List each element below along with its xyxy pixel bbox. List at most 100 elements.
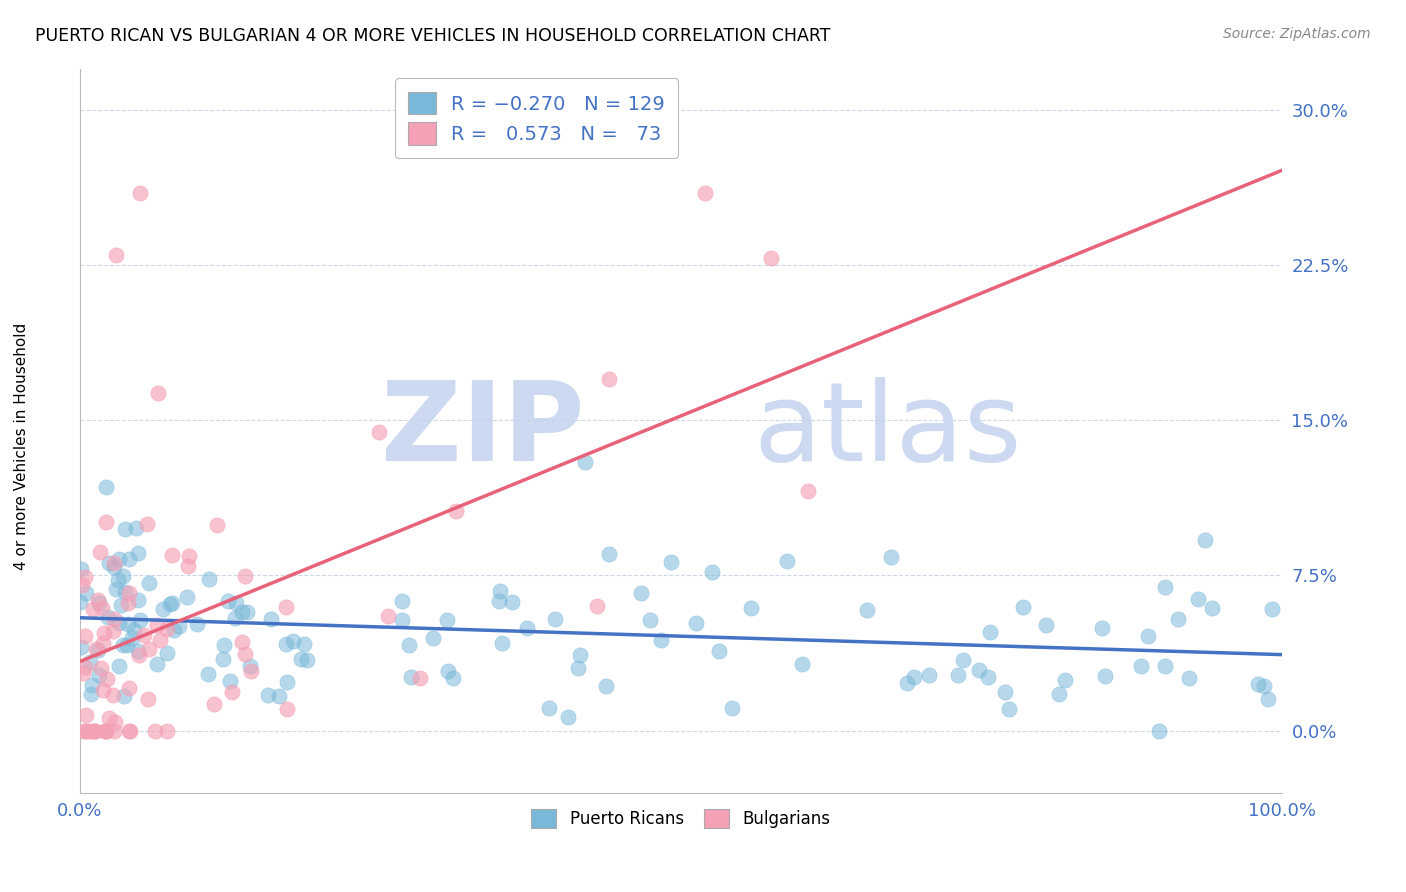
Point — [217, 594, 239, 608]
Point — [391, 613, 413, 627]
Point — [103, 612, 125, 626]
Point — [488, 593, 510, 607]
Point — [1247, 677, 1270, 691]
Point — [401, 670, 423, 684]
Point — [96, 723, 118, 738]
Point — [146, 618, 169, 632]
Point — [91, 683, 114, 698]
Point — [879, 549, 901, 564]
Point — [103, 556, 125, 570]
Point — [89, 545, 111, 559]
Point — [134, 628, 156, 642]
Point — [240, 664, 263, 678]
Point — [98, 711, 121, 725]
Point — [225, 596, 247, 610]
Point — [104, 582, 127, 597]
Point — [685, 616, 707, 631]
Point — [87, 643, 110, 657]
Point — [290, 652, 312, 666]
Point — [630, 586, 652, 600]
Point — [409, 671, 432, 685]
Point — [96, 672, 118, 686]
Point — [70, 640, 93, 654]
Point — [1261, 602, 1284, 616]
Point — [75, 629, 97, 643]
Point — [1178, 671, 1201, 685]
Point — [586, 599, 609, 614]
Point — [197, 667, 219, 681]
Point — [108, 551, 131, 566]
Point — [117, 551, 139, 566]
Point — [977, 670, 1000, 684]
Point — [391, 593, 413, 607]
Point — [231, 605, 253, 619]
Point — [946, 668, 969, 682]
Point — [436, 664, 458, 678]
Point — [114, 522, 136, 536]
Point — [267, 689, 290, 703]
Point — [163, 624, 186, 638]
Point — [112, 689, 135, 703]
Point — [118, 723, 141, 738]
Point — [101, 689, 124, 703]
Point — [93, 626, 115, 640]
Point — [998, 702, 1021, 716]
Point — [903, 670, 925, 684]
Point — [94, 515, 117, 529]
Point — [211, 652, 233, 666]
Point — [537, 701, 560, 715]
Point — [94, 723, 117, 738]
Point — [87, 596, 110, 610]
Point — [146, 386, 169, 401]
Point — [91, 636, 114, 650]
Point — [569, 648, 592, 662]
Point — [108, 659, 131, 673]
Point — [128, 614, 150, 628]
Point — [759, 252, 782, 266]
Point — [598, 371, 620, 385]
Point — [75, 585, 97, 599]
Point — [281, 634, 304, 648]
Point — [110, 598, 132, 612]
Point — [896, 676, 918, 690]
Point — [502, 595, 524, 609]
Point — [1153, 581, 1175, 595]
Point — [1047, 687, 1070, 701]
Point — [118, 681, 141, 695]
Point — [776, 554, 799, 568]
Point — [90, 601, 112, 615]
Point — [1035, 617, 1057, 632]
Text: Source: ZipAtlas.com: Source: ZipAtlas.com — [1223, 27, 1371, 41]
Point — [1187, 591, 1209, 606]
Point — [127, 546, 149, 560]
Point — [790, 657, 813, 672]
Point — [112, 638, 135, 652]
Point — [205, 517, 228, 532]
Point — [96, 480, 118, 494]
Point — [108, 615, 131, 630]
Point — [650, 633, 672, 648]
Point — [292, 637, 315, 651]
Point — [557, 710, 579, 724]
Point — [274, 637, 297, 651]
Point — [70, 562, 93, 576]
Point — [436, 613, 458, 627]
Point — [1167, 612, 1189, 626]
Point — [82, 602, 104, 616]
Point — [233, 647, 256, 661]
Point — [224, 610, 246, 624]
Point — [127, 593, 149, 607]
Point — [156, 646, 179, 660]
Point — [86, 592, 108, 607]
Point — [489, 584, 512, 599]
Text: PUERTO RICAN VS BULGARIAN 4 OR MORE VEHICLES IN HOUSEHOLD CORRELATION CHART: PUERTO RICAN VS BULGARIAN 4 OR MORE VEHI… — [35, 27, 831, 45]
Point — [69, 594, 91, 608]
Text: 4 or more Vehicles in Household: 4 or more Vehicles in Household — [14, 322, 28, 570]
Point — [72, 578, 94, 592]
Point — [398, 638, 420, 652]
Point — [156, 723, 179, 738]
Point — [104, 248, 127, 262]
Point — [84, 723, 107, 738]
Point — [129, 186, 152, 200]
Point — [638, 613, 661, 627]
